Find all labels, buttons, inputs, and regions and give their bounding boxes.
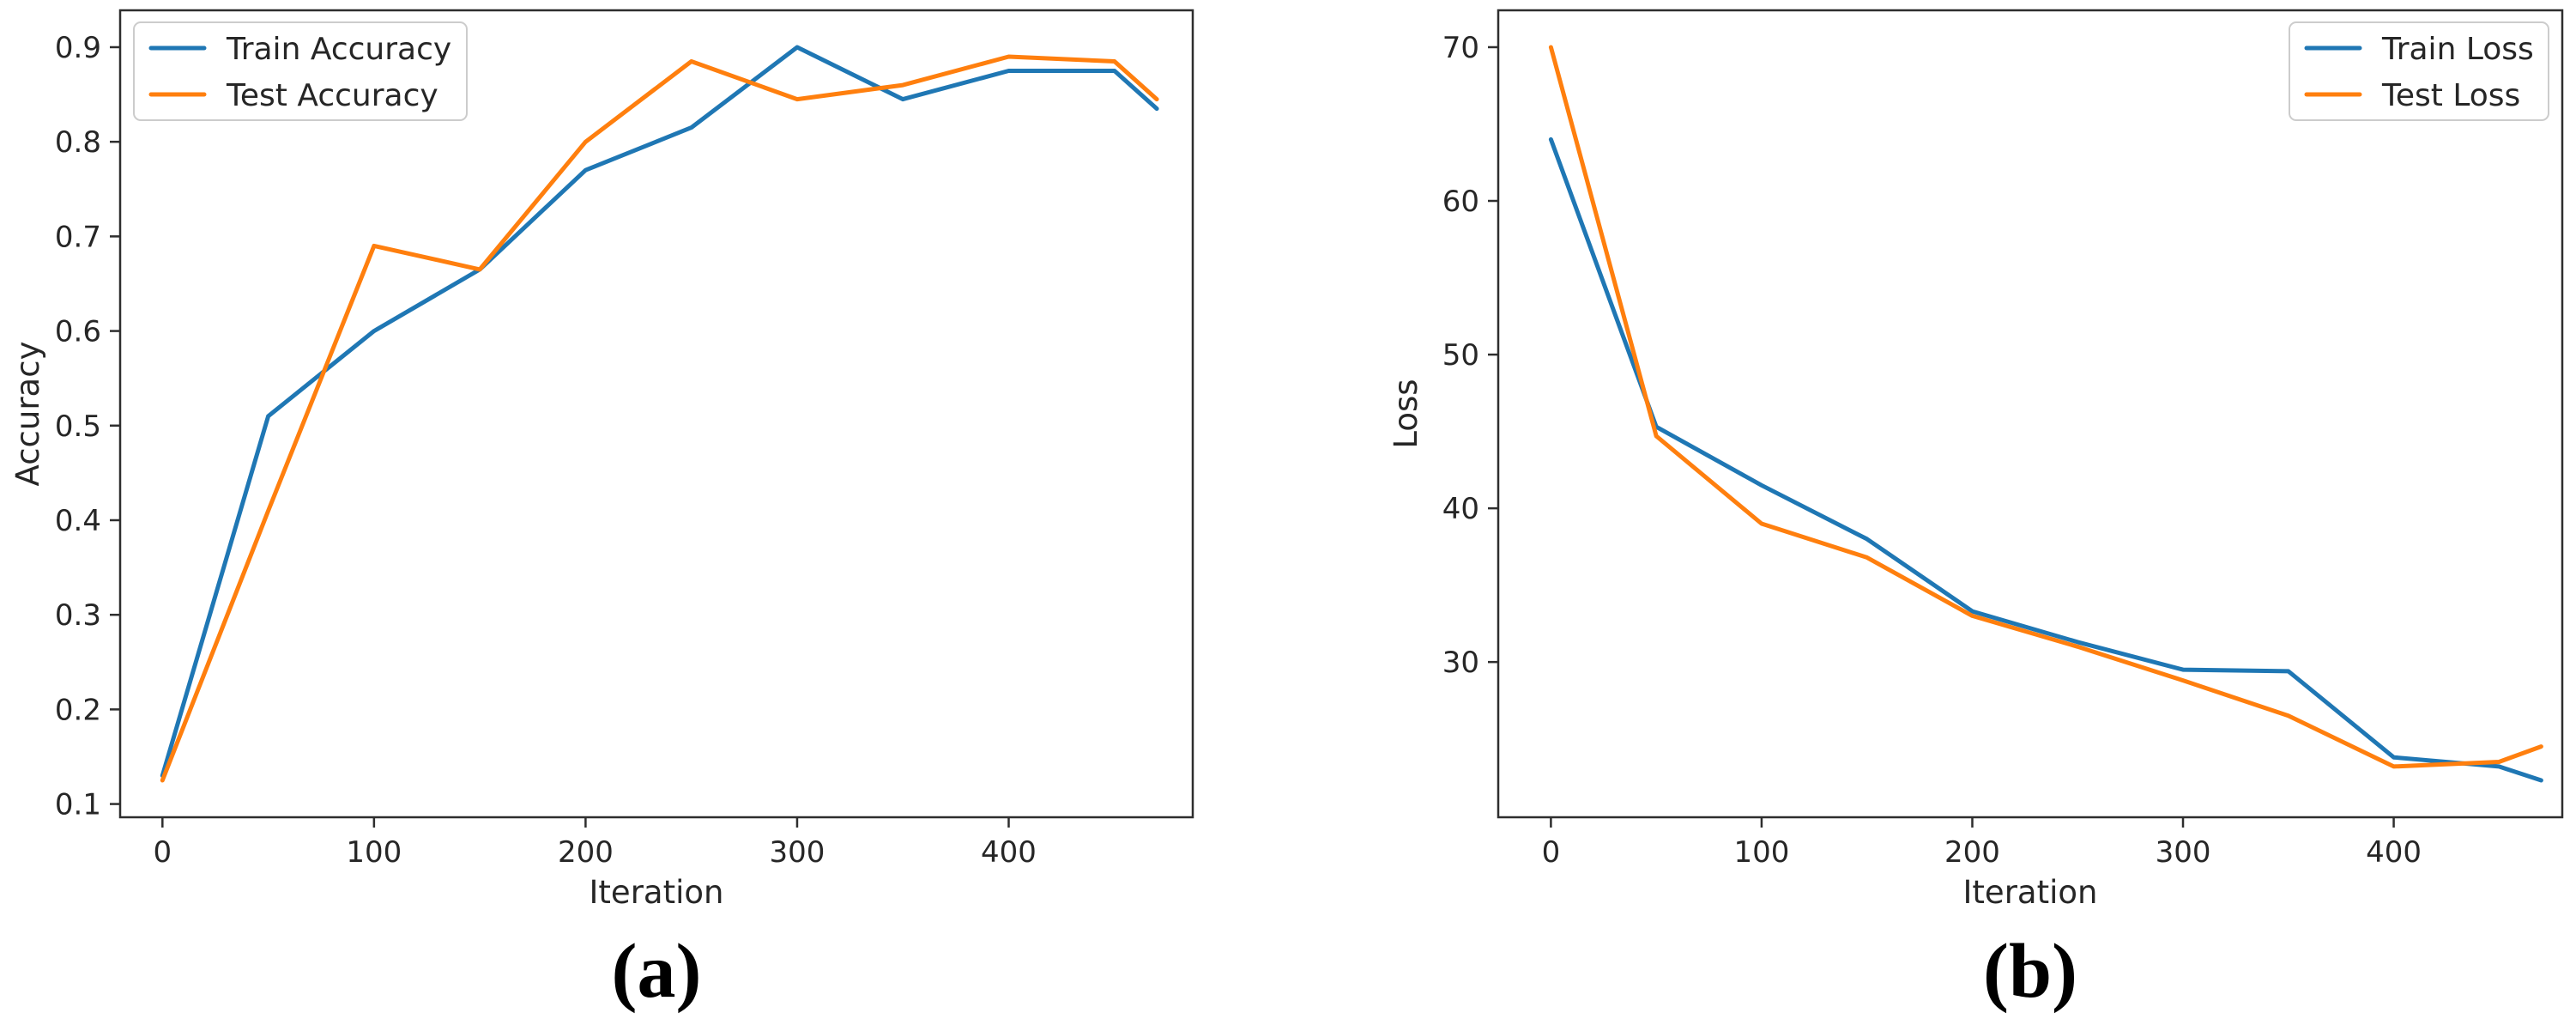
x-axis-label: Iteration: [1963, 874, 2098, 911]
legend-box: [133, 21, 468, 121]
y-tick-label: 70: [1442, 31, 1479, 65]
y-tick-label: 30: [1442, 646, 1479, 680]
y-tick-label: 0.4: [55, 504, 101, 538]
y-tick-label: 60: [1442, 185, 1479, 219]
y-axis: 30 40 50 60 70 Loss: [1388, 31, 1498, 680]
y-axis-label: Accuracy: [9, 342, 46, 487]
loss-panel: 0 100 200 300 400 Iteration 30 40 50 60 70 Loss Trai…: [1288, 0, 2576, 1025]
y-axis-label: Loss: [1388, 379, 1424, 448]
y-tick-label: 40: [1442, 492, 1479, 526]
legend: Train Loss Test Loss: [2289, 21, 2549, 121]
x-tick-label: 300: [2156, 835, 2211, 870]
x-axis: 0 100 200 300 400 Iteration: [1542, 817, 2422, 911]
accuracy-chart: 0 100 200 300 400 Iteration 0.1 0.2 0.3 0.4 0.5 0.6…: [9, 9, 1194, 911]
plot-area: [1497, 9, 2564, 819]
x-tick-label: 300: [770, 835, 825, 870]
y-tick-label: 0.2: [55, 693, 101, 727]
x-axis: 0 100 200 300 400 Iteration: [153, 817, 1037, 911]
y-tick-label: 0.1: [55, 788, 101, 822]
series-line-test-loss: [1548, 45, 2543, 769]
x-tick-label: 0: [153, 835, 172, 870]
legend: Train Accuracy Test Accuracy: [133, 21, 468, 121]
caption-b: (b): [1983, 929, 2077, 1014]
series-line-train-accuracy: [160, 45, 1159, 778]
y-tick-label: 50: [1442, 338, 1479, 373]
y-tick-label: 0.7: [55, 220, 101, 254]
x-axis-label: Iteration: [590, 874, 724, 911]
x-tick-label: 200: [558, 835, 614, 870]
plot-area: [118, 9, 1194, 819]
series-line-train-loss: [1548, 136, 2543, 783]
accuracy-panel: 0 100 200 300 400 Iteration 0.1 0.2 0.3 0.4 0.5 0.6…: [9, 9, 1194, 1014]
legend-label: Test Loss: [2381, 78, 2520, 113]
x-tick-label: 400: [2366, 835, 2422, 870]
y-tick-label: 0.5: [55, 409, 101, 444]
legend-label: Train Accuracy: [226, 32, 451, 67]
x-tick-label: 200: [1944, 835, 2000, 870]
y-tick-label: 0.9: [55, 31, 101, 65]
y-tick-label: 0.3: [55, 598, 101, 633]
legend-label: Test Accuracy: [226, 78, 438, 113]
legend-label: Train Loss: [2381, 32, 2534, 67]
x-tick-label: 100: [346, 835, 402, 870]
x-tick-label: 400: [981, 835, 1037, 870]
y-tick-label: 0.6: [55, 315, 101, 349]
loss-chart: 0 100 200 300 400 Iteration 30 40 50 60 70 Loss Trai…: [1388, 9, 2564, 911]
series-line-test-accuracy: [160, 54, 1159, 783]
y-tick-label: 0.8: [55, 125, 101, 160]
caption-a: (a): [611, 929, 702, 1014]
y-axis: 0.1 0.2 0.3 0.4 0.5 0.6 0.7 0.8 0.9 Accuracy: [9, 31, 120, 822]
x-tick-label: 0: [1542, 835, 1561, 870]
x-tick-label: 100: [1733, 835, 1789, 870]
